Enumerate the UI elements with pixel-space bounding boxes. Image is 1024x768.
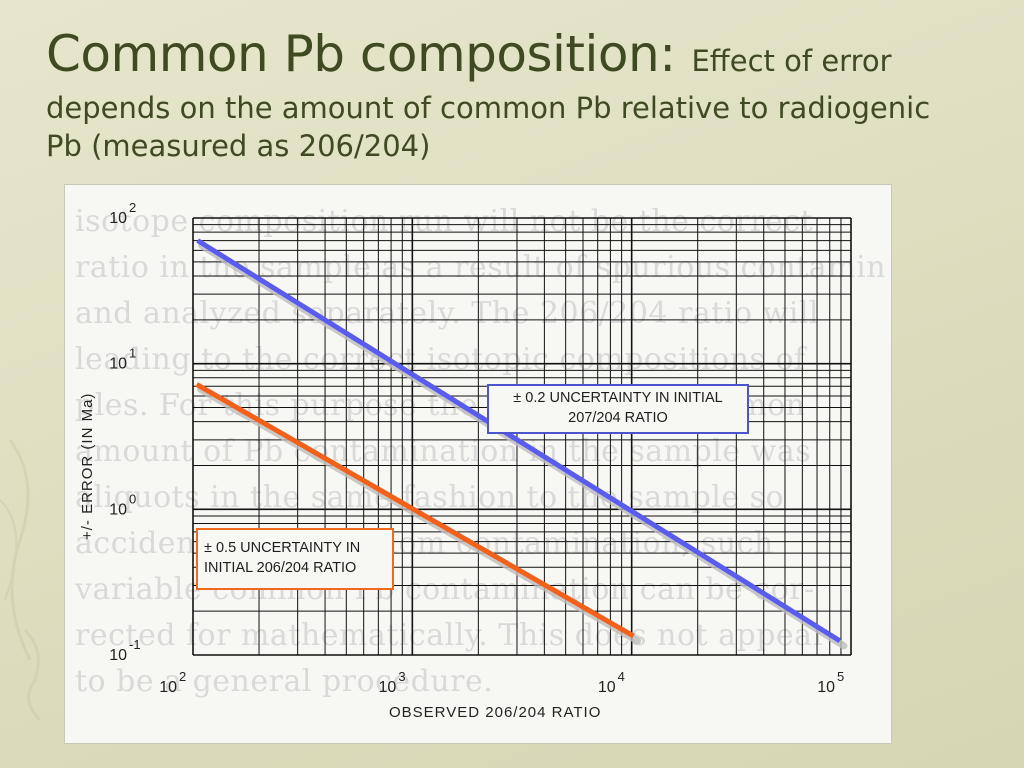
y-tick-base: 10 xyxy=(109,210,127,227)
y-tick-base: 10 xyxy=(109,356,127,373)
x-tick-base: 10 xyxy=(159,679,177,696)
legend-blue-series: ± 0.2 UNCERTAINTY IN INITIAL 207/204 RAT… xyxy=(487,384,749,434)
series-line-orange xyxy=(195,382,635,639)
x-tick-exponent: 3 xyxy=(398,669,405,684)
legend-blue-line2: 207/204 RATIO xyxy=(568,410,668,426)
chart-panel: isotope composition run will not be the … xyxy=(64,184,892,744)
y-axis-label: +/- ERROR (IN Ma) xyxy=(79,392,96,540)
series-line-blue xyxy=(196,238,842,644)
title-line-2: depends on the amount of common Pb relat… xyxy=(46,91,931,125)
y-tick-exponent: 2 xyxy=(129,200,136,215)
chart-series xyxy=(195,238,848,650)
y-tick-base: 10 xyxy=(109,647,127,664)
y-tick-exponent: 1 xyxy=(129,346,136,361)
title-line-3: Pb (measured as 206/204) xyxy=(46,129,431,163)
x-axis-label: OBSERVED 206/204 RATIO xyxy=(389,704,602,721)
x-tick-exponent: 2 xyxy=(179,669,186,684)
x-tick-base: 10 xyxy=(817,679,835,696)
legend-orange-line1: ± 0.5 UNCERTAINTY IN xyxy=(204,540,361,556)
title-sub: Effect of error xyxy=(691,44,892,78)
x-tick-exponent: 5 xyxy=(837,669,844,684)
y-tick-exponent: 0 xyxy=(129,491,136,506)
legend-blue-line1: ± 0.2 UNCERTAINTY IN INITIAL xyxy=(513,390,723,406)
background-decoration xyxy=(0,439,42,722)
y-tick-base: 10 xyxy=(109,501,127,518)
x-tick-exponent: 4 xyxy=(618,669,625,684)
slide-title: Common Pb composition: Effect of error d… xyxy=(46,26,1006,165)
x-tick-base: 10 xyxy=(598,679,616,696)
x-tick-base: 10 xyxy=(379,679,397,696)
title-main: Common Pb composition: xyxy=(46,25,676,83)
y-tick-exponent: -1 xyxy=(129,637,141,652)
legend-orange-line2: INITIAL 206/204 RATIO xyxy=(204,560,357,576)
legend-orange-series: ± 0.5 UNCERTAINTY IN INITIAL 206/204 RAT… xyxy=(196,528,394,590)
